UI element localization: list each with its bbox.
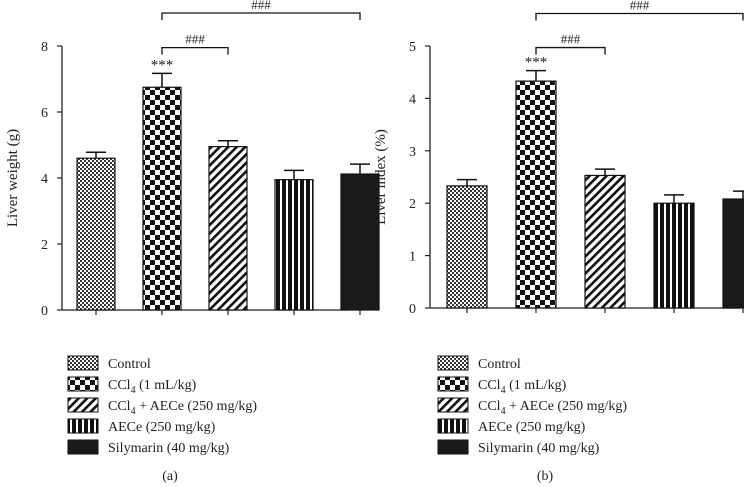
legend-swatch: [437, 376, 469, 392]
bar: [142, 86, 182, 311]
y-tick-label: 4: [409, 92, 416, 107]
bar: [584, 174, 626, 309]
comparison-bracket: [161, 12, 361, 20]
legend-label: CCl4 + AECe (250 mg/kg): [478, 399, 627, 417]
y-tick-label: 0: [409, 302, 416, 317]
bracket-label: ###: [630, 0, 650, 13]
y-tick-label: 8: [41, 40, 48, 55]
legend-label: Silymarin (40 mg/kg): [108, 441, 230, 456]
significance-stars: ***: [151, 57, 174, 73]
panel-b: 0 1 2 3 4 5 Liver index (%) *** ### ### Control CCl…: [373, 0, 744, 484]
legend-swatch: [437, 397, 469, 413]
legend-swatch: [67, 376, 99, 392]
y-tick-label: 0: [41, 304, 48, 319]
legend-swatch: [67, 397, 99, 413]
y-tick-label: 1: [409, 250, 416, 265]
comparison-bracket: [535, 46, 606, 55]
legend-swatch: [67, 418, 99, 434]
bar: [515, 80, 557, 309]
bar: [446, 185, 488, 309]
y-tick-label: 2: [409, 197, 416, 212]
legend-label: CCl4 (1 mL/kg): [478, 378, 567, 396]
legend-label: AECe (250 mg/kg): [108, 420, 216, 435]
panel-a: 0 2 4 6 8 Liver weight (g) *** ### ### Control CCl…: [5, 0, 380, 484]
panel-label: (b): [537, 469, 554, 484]
legend-swatch: [437, 439, 469, 455]
bar: [653, 202, 695, 309]
legend-label: Control: [108, 357, 151, 372]
bracket-label: ###: [251, 0, 271, 12]
bracket-label: ###: [185, 32, 205, 47]
y-axis-label: Liver index (%): [373, 129, 389, 225]
comparison-bracket: [161, 47, 229, 55]
y-tick-label: 2: [41, 238, 48, 253]
legend-label: AECe (250 mg/kg): [478, 420, 586, 435]
y-tick-label: 4: [41, 172, 48, 187]
y-tick-label: 3: [409, 145, 416, 160]
legend-label: Control: [478, 357, 521, 372]
bar: [208, 146, 248, 311]
legend-swatch: [437, 418, 469, 434]
y-axis-label: Liver weight (g): [5, 129, 21, 227]
panel-label: (a): [162, 469, 178, 484]
legend-label: Silymarin (40 mg/kg): [478, 441, 600, 456]
comparison-bracket: [535, 12, 744, 21]
bar: [722, 198, 744, 309]
legend-swatch: [67, 355, 99, 371]
y-tick-label: 5: [409, 40, 416, 55]
bar: [274, 179, 314, 311]
bracket-label: ###: [561, 32, 581, 47]
bar: [76, 157, 116, 311]
legend-swatch: [437, 355, 469, 371]
y-tick-label: 6: [41, 106, 48, 121]
legend-swatch: [67, 439, 99, 455]
significance-stars: ***: [525, 55, 548, 71]
legend-label: CCl4 + AECe (250 mg/kg): [108, 399, 257, 417]
legend-label: CCl4 (1 mL/kg): [108, 378, 197, 396]
